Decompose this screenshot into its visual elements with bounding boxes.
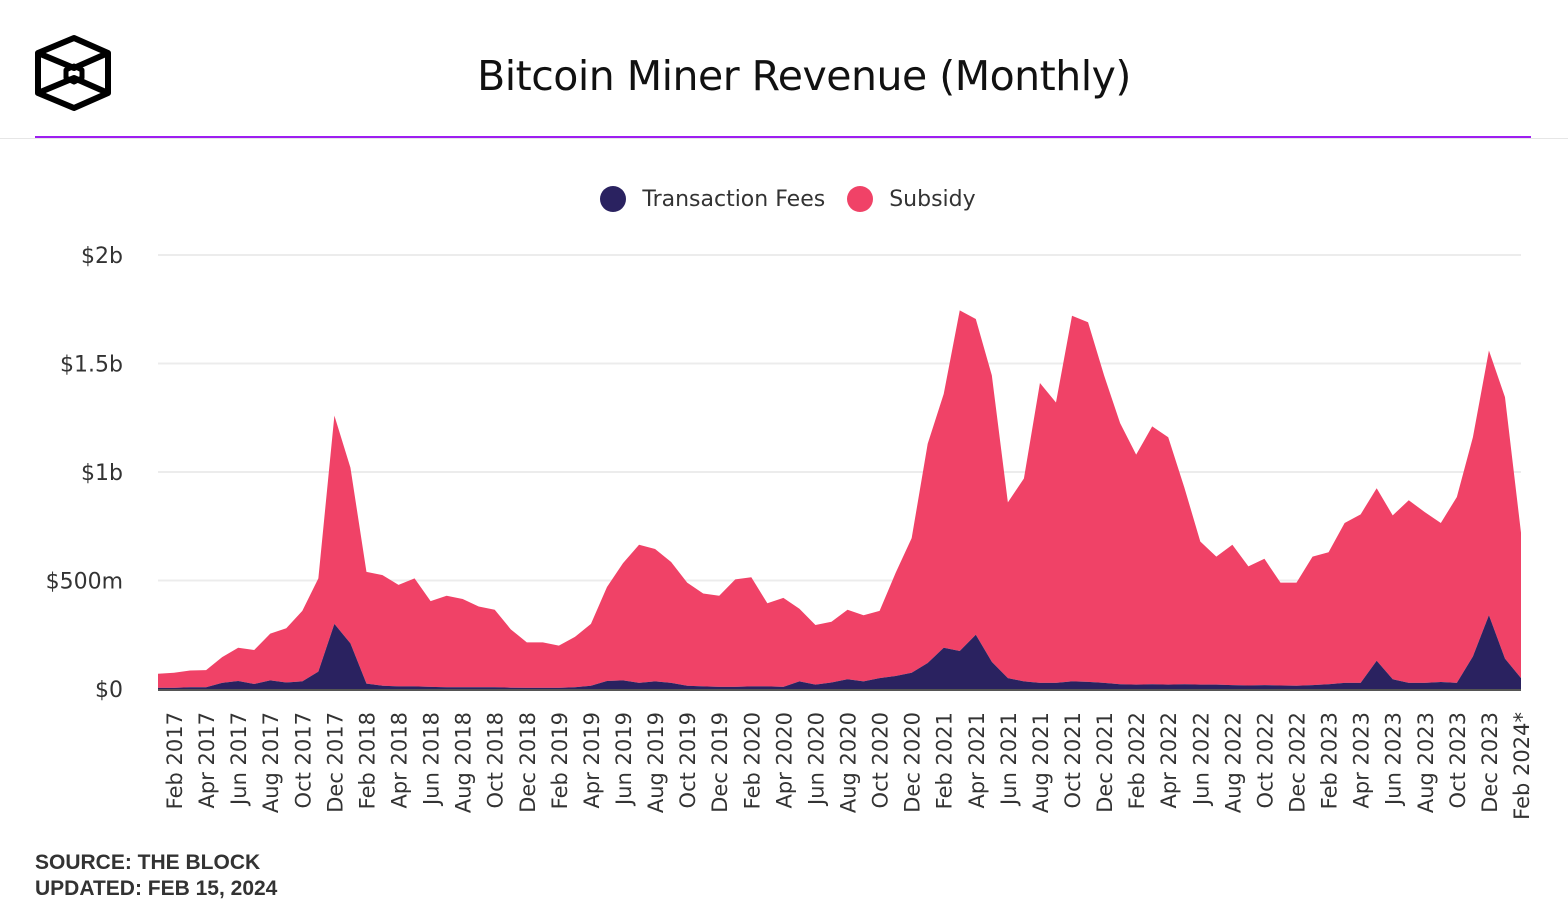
x-tick-label: Apr 2021 bbox=[965, 712, 989, 808]
x-tick-label: Apr 2019 bbox=[580, 712, 604, 808]
x-tick-label: Aug 2019 bbox=[644, 712, 668, 813]
x-tick-label: Dec 2023 bbox=[1478, 712, 1502, 813]
x-tick-label: Aug 2018 bbox=[452, 712, 476, 813]
y-tick-label: $2b bbox=[81, 244, 123, 269]
x-tick-label: Oct 2021 bbox=[1061, 712, 1085, 808]
x-tick-label: Feb 2019 bbox=[548, 712, 572, 809]
x-tick-label: Apr 2020 bbox=[772, 712, 796, 808]
x-tick-label: Aug 2022 bbox=[1221, 712, 1245, 813]
source-note: SOURCE: THE BLOCK UPDATED: FEB 15, 2024 bbox=[35, 850, 277, 902]
x-tick-label: Dec 2017 bbox=[323, 712, 347, 813]
updated-text: UPDATED: FEB 15, 2024 bbox=[35, 877, 278, 900]
x-tick-label: Feb 2022 bbox=[1125, 712, 1149, 809]
chart-title: Bitcoin Miner Revenue (Monthly) bbox=[477, 52, 1131, 100]
y-tick-label: $1.5b bbox=[60, 353, 123, 378]
x-tick-label: Jun 2020 bbox=[804, 712, 828, 807]
legend-item-subsidy[interactable]: Subsidy bbox=[847, 186, 976, 212]
x-tick-label: Jun 2018 bbox=[420, 712, 444, 807]
x-tick-label: Oct 2023 bbox=[1446, 712, 1470, 808]
x-tick-label: Oct 2022 bbox=[1253, 712, 1277, 808]
x-tick-label: Feb 2024* bbox=[1510, 712, 1534, 820]
legend: Transaction Fees Subsidy bbox=[0, 186, 1568, 212]
legend-label-subsidy: Subsidy bbox=[889, 186, 976, 212]
x-tick-label: Feb 2020 bbox=[740, 712, 764, 809]
area-transaction-fees bbox=[158, 615, 1521, 689]
x-tick-label: Aug 2020 bbox=[837, 712, 861, 813]
x-tick-label: Feb 2018 bbox=[355, 712, 379, 809]
x-tick-label: Aug 2021 bbox=[1029, 712, 1053, 813]
x-tick-label: Feb 2021 bbox=[933, 712, 957, 809]
x-tick-label: Apr 2023 bbox=[1350, 712, 1374, 808]
x-tick-label: Jun 2019 bbox=[612, 712, 636, 807]
x-tick-label: Apr 2017 bbox=[195, 712, 219, 808]
x-tick-label: Dec 2018 bbox=[516, 712, 540, 813]
legend-item-fees[interactable]: Transaction Fees bbox=[600, 186, 825, 212]
x-tick-label: Aug 2017 bbox=[259, 712, 283, 813]
x-tick-label: Feb 2017 bbox=[163, 712, 187, 809]
area-subsidy bbox=[158, 310, 1521, 688]
x-tick-label: Apr 2018 bbox=[388, 712, 412, 808]
x-tick-label: Jun 2021 bbox=[997, 712, 1021, 807]
x-tick-label: Feb 2023 bbox=[1318, 712, 1342, 809]
x-tick-label: Dec 2020 bbox=[901, 712, 925, 813]
y-tick-label: $500m bbox=[46, 570, 123, 595]
the-block-logo bbox=[35, 35, 111, 111]
legend-dot-fees bbox=[600, 186, 627, 212]
x-tick-label: Oct 2019 bbox=[676, 712, 700, 808]
x-tick-label: Dec 2021 bbox=[1093, 712, 1117, 813]
x-tick-label: Oct 2020 bbox=[869, 712, 893, 808]
y-tick-label: $1b bbox=[81, 461, 123, 486]
header-divider bbox=[0, 138, 1568, 139]
x-tick-label: Oct 2018 bbox=[484, 712, 508, 808]
source-text: SOURCE: THE BLOCK bbox=[35, 851, 261, 874]
legend-label-fees: Transaction Fees bbox=[642, 186, 826, 212]
x-tick-label: Oct 2017 bbox=[291, 712, 315, 808]
accent-line bbox=[35, 136, 1531, 138]
x-tick-label: Apr 2022 bbox=[1157, 712, 1181, 808]
y-tick-label: $0 bbox=[95, 678, 123, 703]
x-tick-label: Aug 2023 bbox=[1414, 712, 1438, 813]
x-tick-label: Jun 2017 bbox=[227, 712, 251, 807]
x-tick-label: Dec 2019 bbox=[708, 712, 732, 813]
x-tick-label: Jun 2023 bbox=[1382, 712, 1406, 807]
x-tick-label: Jun 2022 bbox=[1189, 712, 1213, 807]
legend-dot-subsidy bbox=[847, 186, 874, 212]
x-tick-label: Dec 2022 bbox=[1286, 712, 1310, 813]
